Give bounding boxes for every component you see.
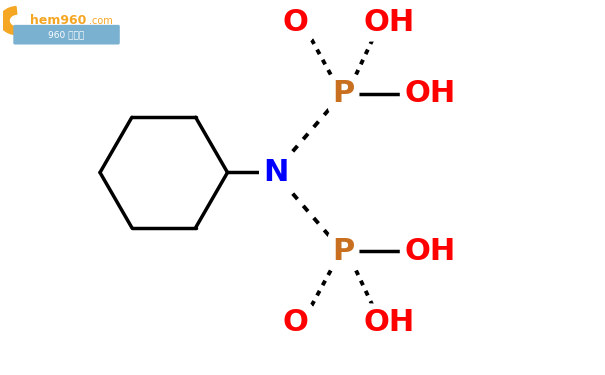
Wedge shape <box>0 7 17 34</box>
Text: .com: .com <box>89 16 113 26</box>
Text: hem960: hem960 <box>30 14 86 27</box>
Text: O: O <box>282 8 308 37</box>
Text: P: P <box>333 237 355 266</box>
Text: P: P <box>333 79 355 108</box>
Text: O: O <box>282 308 308 337</box>
Text: OH: OH <box>363 308 414 337</box>
Text: OH: OH <box>404 79 456 108</box>
Text: N: N <box>264 158 289 187</box>
Text: 960 化工网: 960 化工网 <box>48 30 85 39</box>
Text: OH: OH <box>363 8 414 37</box>
Text: OH: OH <box>404 237 456 266</box>
FancyBboxPatch shape <box>13 25 120 45</box>
